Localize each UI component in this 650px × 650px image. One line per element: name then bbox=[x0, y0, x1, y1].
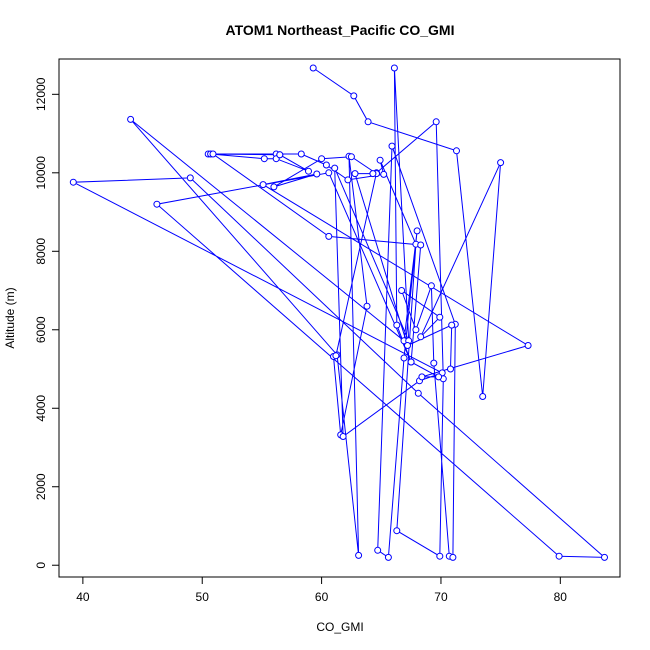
data-point bbox=[417, 241, 425, 249]
data-point bbox=[413, 227, 421, 235]
data-point bbox=[305, 167, 312, 175]
data-point bbox=[407, 358, 415, 366]
data-point bbox=[449, 553, 457, 561]
data-point bbox=[313, 170, 321, 178]
x-tick-label: 80 bbox=[554, 590, 568, 604]
chart-title: ATOM1 Northeast_Pacific CO_GMI bbox=[226, 22, 455, 38]
y-tick-label: 10000 bbox=[34, 156, 48, 190]
data-point bbox=[363, 302, 371, 310]
data-point bbox=[344, 176, 352, 184]
data-point bbox=[418, 373, 426, 381]
data-point bbox=[364, 118, 372, 126]
y-tick-label: 12000 bbox=[34, 77, 48, 111]
data-point bbox=[325, 232, 333, 240]
data-point bbox=[393, 321, 401, 329]
series-line bbox=[71, 67, 606, 559]
y-axis-label: Altitude (m) bbox=[3, 287, 17, 348]
data-point bbox=[347, 153, 355, 161]
data-point bbox=[400, 354, 408, 362]
y-tick-label: 0 bbox=[34, 562, 48, 569]
data-point bbox=[374, 546, 382, 554]
data-point bbox=[339, 433, 347, 440]
data-point bbox=[297, 150, 305, 158]
data-point bbox=[436, 313, 444, 321]
data-point bbox=[209, 150, 217, 158]
data-point bbox=[430, 359, 438, 367]
data-point bbox=[384, 553, 392, 561]
data-point bbox=[351, 170, 359, 178]
data-point bbox=[69, 178, 77, 186]
x-tick-label: 60 bbox=[315, 590, 329, 604]
plot-frame bbox=[58, 58, 621, 578]
y-tick-label: 8000 bbox=[34, 238, 48, 265]
data-point bbox=[309, 64, 317, 72]
data-point bbox=[355, 551, 363, 559]
data-point bbox=[497, 159, 505, 167]
y-tick-label: 2000 bbox=[34, 473, 48, 500]
data-point bbox=[318, 155, 326, 163]
data-point bbox=[417, 333, 425, 341]
data-point bbox=[524, 342, 532, 349]
data-point bbox=[332, 352, 340, 360]
data-point bbox=[435, 373, 443, 381]
data-point bbox=[376, 156, 384, 164]
data-point bbox=[398, 287, 406, 294]
data-point bbox=[412, 326, 420, 334]
data-point bbox=[448, 321, 456, 329]
data-point bbox=[325, 169, 333, 177]
x-axis-label: CO_GMI bbox=[316, 620, 363, 634]
x-tick-label: 40 bbox=[76, 590, 90, 604]
data-point bbox=[601, 553, 608, 561]
plot-area bbox=[69, 64, 608, 561]
x-axis: 40 50 60 70 80 bbox=[76, 577, 567, 604]
data-point bbox=[432, 118, 440, 126]
data-point bbox=[322, 161, 330, 169]
data-point bbox=[555, 552, 563, 560]
data-point bbox=[436, 552, 444, 560]
data-point bbox=[127, 115, 135, 123]
data-point bbox=[479, 393, 487, 400]
y-tick-label: 4000 bbox=[34, 395, 48, 422]
data-point bbox=[259, 181, 267, 189]
x-tick-label: 50 bbox=[196, 590, 210, 604]
data-point bbox=[388, 142, 396, 150]
data-point bbox=[153, 200, 161, 208]
data-point bbox=[186, 174, 194, 182]
data-point bbox=[427, 282, 435, 290]
data-point bbox=[447, 365, 454, 373]
data-point bbox=[331, 164, 339, 172]
data-point bbox=[276, 151, 284, 159]
y-tick-label: 6000 bbox=[34, 316, 48, 343]
data-point bbox=[380, 170, 388, 178]
data-point bbox=[270, 183, 278, 191]
data-point bbox=[369, 170, 377, 178]
data-point bbox=[453, 147, 460, 155]
data-point bbox=[404, 342, 411, 349]
x-tick-label: 70 bbox=[434, 590, 448, 604]
data-point bbox=[414, 389, 422, 397]
data-point bbox=[350, 92, 358, 100]
data-point bbox=[390, 64, 398, 72]
data-point bbox=[393, 527, 401, 535]
y-axis: 0 2000 4000 6000 8000 10000 12000 bbox=[34, 77, 59, 569]
data-point bbox=[260, 155, 268, 163]
